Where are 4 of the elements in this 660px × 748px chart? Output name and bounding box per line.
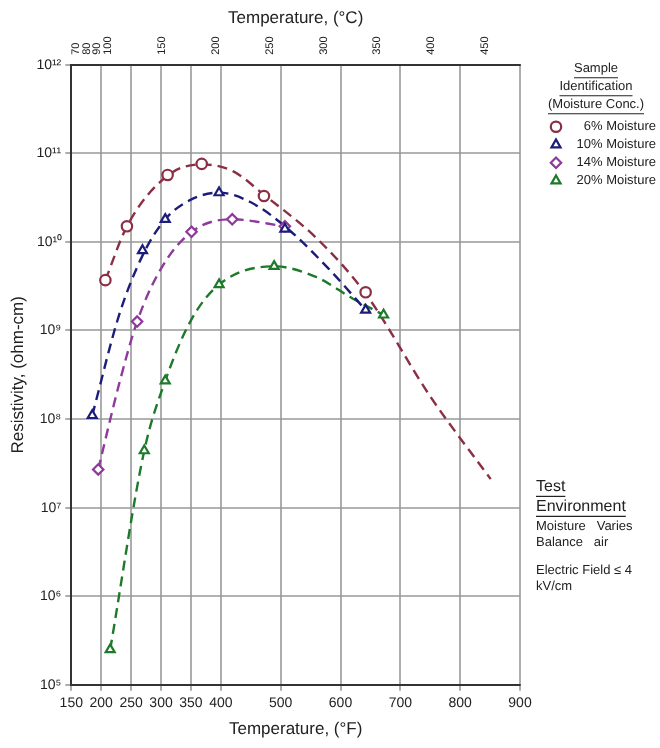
x2-axis-title: Temperature, (°C) [228,6,364,27]
x-axis-title: Temperature, (°F) [228,718,363,739]
y-axis-title: Resistivity, (ohm-cm) [6,295,27,454]
text: Test Environment [536,476,628,515]
